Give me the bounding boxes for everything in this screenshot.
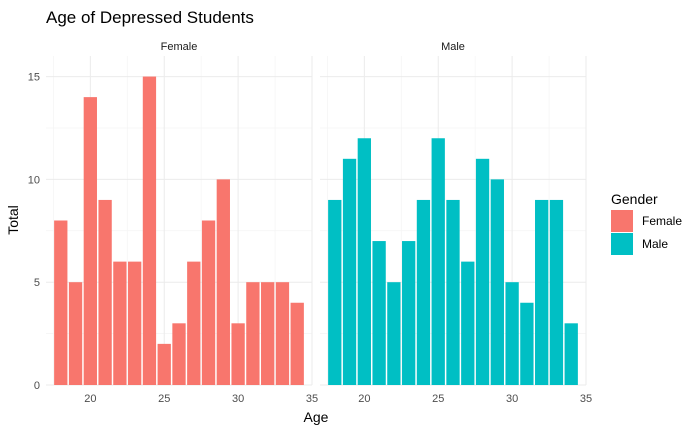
y-tick-label: 5 [34,277,40,289]
legend: Gender Female Male [611,191,682,255]
bar [275,282,290,385]
legend-label: Male [642,237,668,251]
legend-label: Female [642,214,682,228]
facet-label: Male [441,41,465,53]
bar [342,158,357,385]
facet-panel-male: Male 20 25 30 35 [320,41,592,405]
x-tick-label: 25 [432,393,444,405]
bar [54,220,68,385]
x-tick-label: 35 [306,393,318,405]
bar [246,282,260,385]
bar [505,282,519,385]
x-tick-label: 20 [84,393,96,405]
bar [372,241,386,385]
bar [490,179,504,385]
chart-title: Age of Depressed Students [46,8,254,27]
bar [431,138,445,385]
y-tick-label: 10 [28,174,40,186]
bar [201,220,216,385]
bar [535,199,549,385]
legend-swatch [611,233,633,255]
x-axis-label: Age [304,409,329,425]
bar [416,199,431,385]
bar [446,199,460,385]
x-tick-label: 30 [506,393,518,405]
y-tick-label: 15 [28,72,40,84]
bar [68,282,83,385]
bar [128,261,142,385]
y-tick-label: 0 [34,380,40,392]
bar [461,261,475,385]
bar [290,302,304,385]
facet-panels: Female 20 25 30 35 Male 20 25 30 35 0 5 10 15 [28,41,592,405]
x-tick-label: 35 [580,393,592,405]
bar [157,343,171,385]
bar [564,323,578,385]
bar [142,76,157,385]
bar [187,261,201,385]
legend-swatch [611,210,633,232]
bar [475,158,490,385]
x-tick-label: 25 [158,393,170,405]
bar [549,199,564,385]
bar [172,323,186,385]
bar [387,282,401,385]
bar [402,241,416,385]
bar [520,302,534,385]
bar [328,199,342,385]
y-axis-label: Total [5,205,21,235]
facet-label: Female [161,41,198,53]
bar [98,199,112,385]
legend-title: Gender [611,191,658,207]
x-tick-label: 30 [232,393,244,405]
bar [231,323,245,385]
bar [216,179,230,385]
x-tick-label: 20 [358,393,370,405]
bar [261,282,275,385]
bar [357,138,371,385]
bar [83,97,97,385]
bar [113,261,127,385]
facet-panel-female: Female 20 25 30 35 [46,41,318,405]
